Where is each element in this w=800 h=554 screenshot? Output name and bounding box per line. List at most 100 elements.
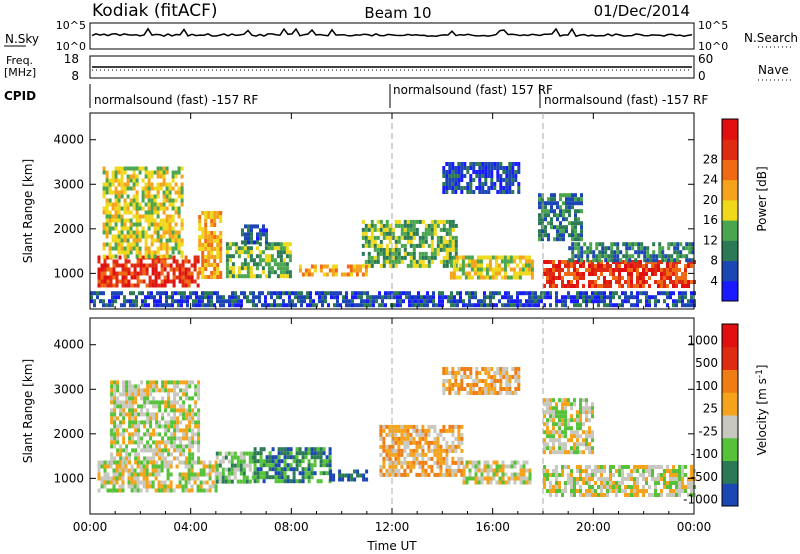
heatmap-cell-velocity bbox=[134, 384, 138, 389]
heatmap-cell-power bbox=[631, 242, 635, 247]
heatmap-cell-velocity bbox=[585, 473, 588, 477]
heatmap-cell-velocity bbox=[253, 447, 257, 452]
heatmap-cell-power bbox=[123, 254, 127, 259]
heatmap-cell-velocity bbox=[490, 391, 494, 395]
heatmap-cell-power bbox=[574, 229, 577, 234]
heatmap-cell-power bbox=[673, 258, 677, 263]
heatmap-cell-velocity bbox=[388, 452, 392, 457]
heatmap-cell-power bbox=[174, 230, 178, 235]
heatmap-cell-velocity bbox=[549, 450, 552, 455]
heatmap-cell-velocity bbox=[173, 408, 177, 413]
heatmap-cell-power bbox=[258, 242, 262, 247]
heatmap-cell-velocity bbox=[155, 440, 159, 445]
heatmap-cell-velocity bbox=[262, 479, 266, 484]
heatmap-cell-power bbox=[237, 270, 241, 275]
heatmap-cell-power bbox=[108, 254, 112, 259]
nsearch-tick-bottom: 10^0 bbox=[698, 40, 728, 53]
heatmap-cell-velocity bbox=[344, 473, 348, 478]
heatmap-cell-power bbox=[385, 231, 389, 236]
heatmap-cell-power bbox=[433, 219, 437, 224]
heatmap-cell-velocity bbox=[588, 481, 591, 485]
heatmap-cell-power bbox=[372, 303, 375, 308]
heatmap-cell-velocity bbox=[543, 485, 546, 489]
heatmap-cell-power bbox=[157, 283, 161, 288]
heatmap-cell-power bbox=[494, 263, 498, 268]
heatmap-cell-power bbox=[240, 262, 244, 267]
heatmap-cell-power bbox=[633, 295, 636, 300]
heatmap-cell-power bbox=[90, 295, 93, 300]
heatmap-cell-velocity bbox=[274, 459, 278, 464]
heatmap-cell-velocity bbox=[477, 480, 481, 485]
heatmap-cell-power bbox=[408, 291, 411, 296]
heatmap-cell-power bbox=[558, 260, 561, 264]
heatmap-cell-power bbox=[467, 263, 471, 268]
heatmap-cell-power bbox=[144, 238, 148, 243]
heatmap-cell-power bbox=[270, 254, 274, 259]
heatmap-cell-power bbox=[141, 214, 145, 219]
heatmap-cell-velocity bbox=[546, 446, 549, 451]
heatmap-cell-velocity bbox=[136, 460, 140, 465]
heatmap-cell-velocity bbox=[546, 422, 549, 427]
heatmap-cell-power bbox=[573, 295, 576, 300]
heatmap-cell-power bbox=[673, 246, 677, 251]
heatmap-cell-velocity bbox=[140, 460, 144, 465]
heatmap-cell-power bbox=[517, 190, 521, 194]
heatmap-cell-power bbox=[448, 255, 452, 260]
heatmap-cell-velocity bbox=[394, 432, 398, 437]
heatmap-cell-power bbox=[358, 268, 362, 273]
heatmap-cell-power bbox=[117, 178, 121, 183]
heatmap-cell-power bbox=[162, 198, 166, 203]
heatmap-cell-velocity bbox=[630, 485, 633, 489]
heatmap-cell-velocity bbox=[552, 406, 555, 411]
heatmap-cell-power bbox=[204, 235, 208, 239]
heatmap-cell-velocity bbox=[221, 479, 225, 484]
heatmap-cell-power bbox=[165, 214, 169, 219]
heatmap-cell-power bbox=[163, 267, 167, 272]
heatmap-cell-velocity bbox=[137, 444, 141, 449]
heatmap-cell-power bbox=[105, 198, 109, 203]
heatmap-cell-power bbox=[162, 226, 166, 231]
heatmap-cell-power bbox=[612, 272, 615, 276]
heatmap-cell-power bbox=[102, 222, 106, 227]
heatmap-cell-power bbox=[457, 170, 461, 174]
heatmap-cell-power bbox=[132, 242, 136, 247]
heatmap-cell-power bbox=[246, 274, 250, 279]
heatmap-cell-power bbox=[508, 186, 512, 190]
heatmap-cell-power bbox=[588, 284, 591, 288]
heatmap-cell-velocity bbox=[445, 464, 449, 469]
heatmap-cell-velocity bbox=[400, 440, 404, 445]
heatmap-cell-power bbox=[126, 194, 130, 199]
heatmap-cell-velocity bbox=[591, 402, 594, 407]
heatmap-cell-velocity bbox=[128, 460, 132, 465]
heatmap-cell-power bbox=[106, 283, 110, 288]
heatmap-cell-power bbox=[111, 206, 115, 211]
heatmap-cell-velocity bbox=[486, 472, 490, 477]
heatmap-cell-power bbox=[255, 254, 259, 259]
heatmap-cell-power bbox=[495, 291, 498, 296]
heatmap-cell-power bbox=[342, 299, 345, 304]
heatmap-cell-velocity bbox=[427, 464, 431, 469]
heatmap-cell-power bbox=[159, 174, 163, 179]
heatmap-cell-power bbox=[618, 295, 621, 300]
heatmap-cell-power bbox=[479, 271, 483, 276]
heatmap-cell-power bbox=[102, 210, 106, 215]
heatmap-cell-power bbox=[484, 182, 488, 186]
heatmap-cell-velocity bbox=[588, 473, 591, 477]
heatmap-cell-velocity bbox=[301, 455, 305, 460]
heatmap-cell-velocity bbox=[475, 375, 479, 379]
heatmap-cell-power bbox=[481, 162, 485, 166]
heatmap-cell-power bbox=[549, 303, 552, 308]
heatmap-cell-velocity bbox=[113, 400, 117, 405]
heatmap-cell-velocity bbox=[639, 489, 642, 493]
heatmap-cell-power bbox=[255, 266, 259, 271]
heatmap-cell-velocity bbox=[430, 424, 434, 429]
heatmap-cell-power bbox=[491, 255, 495, 260]
heatmap-cell-power bbox=[129, 250, 133, 255]
heatmap-cell-velocity bbox=[588, 489, 591, 493]
heatmap-cell-power bbox=[255, 274, 259, 279]
heatmap-cell-power bbox=[135, 254, 139, 259]
heatmap-cell-velocity bbox=[109, 464, 113, 469]
heatmap-cell-power bbox=[627, 276, 630, 280]
heatmap-cell-power bbox=[577, 201, 580, 206]
heatmap-cell-power bbox=[216, 215, 220, 219]
